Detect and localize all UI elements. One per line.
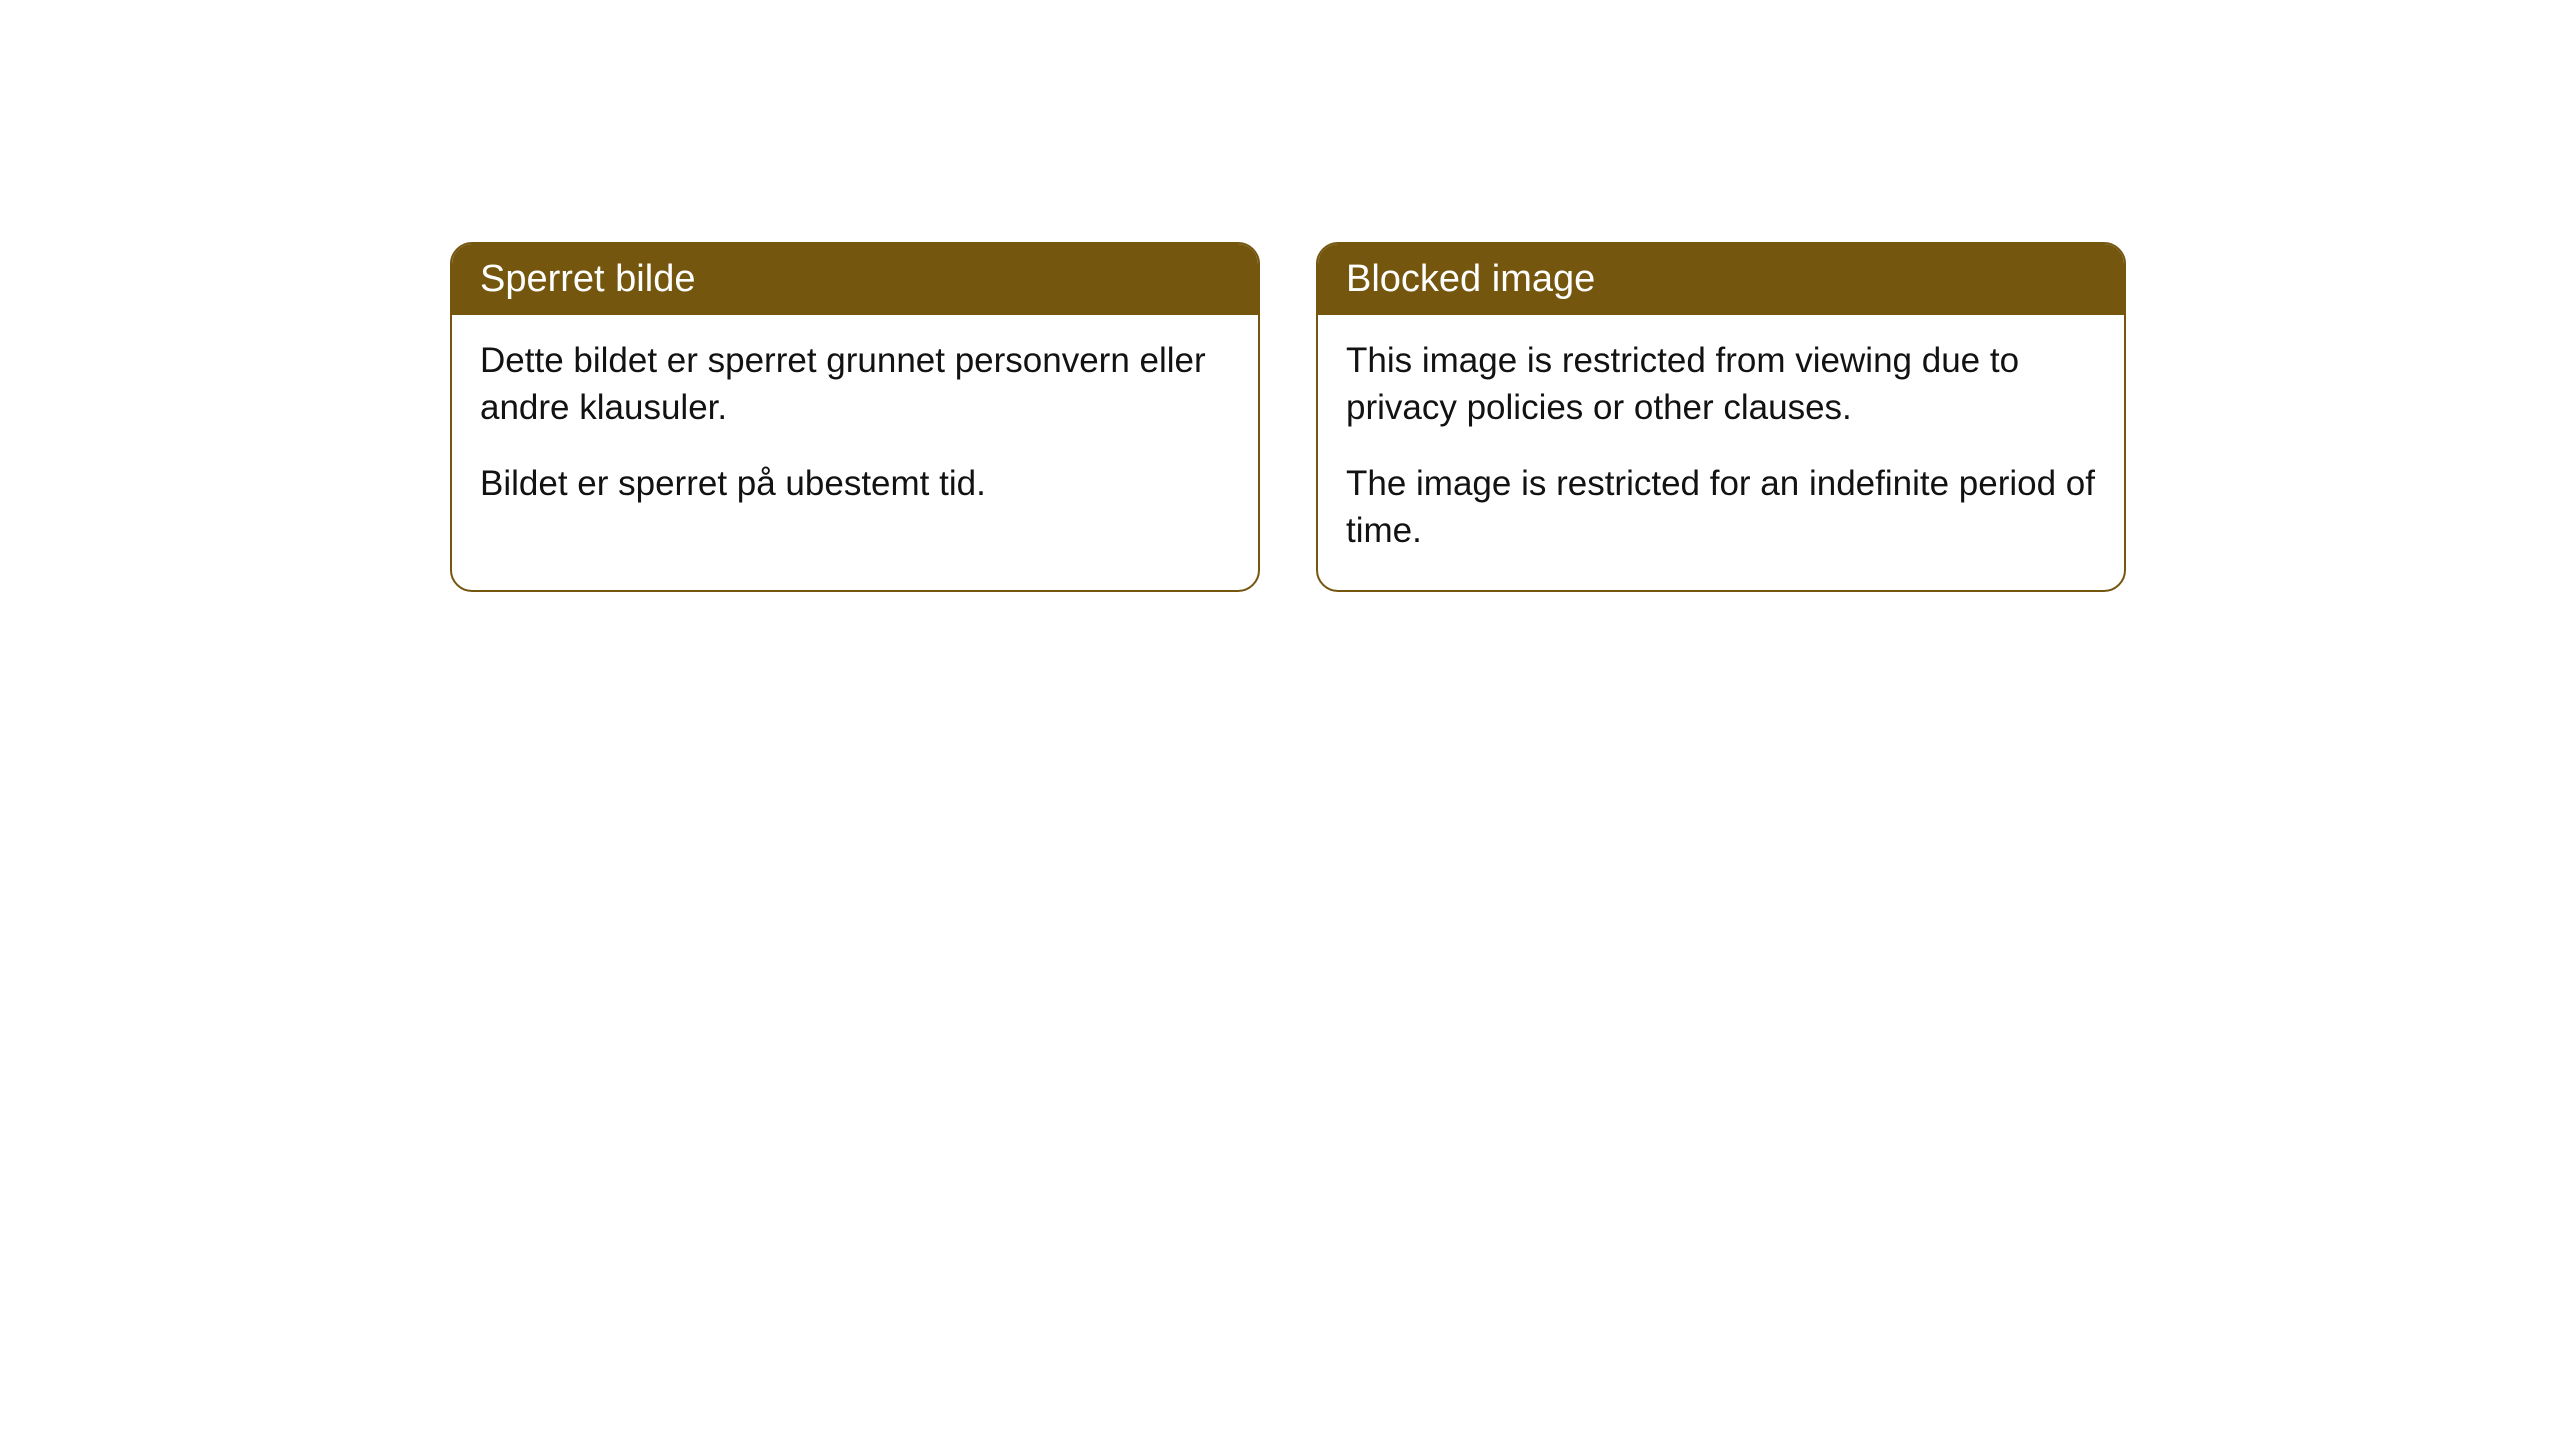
card-header: Sperret bilde: [452, 244, 1258, 315]
card-title: Sperret bilde: [480, 258, 695, 300]
card-body: This image is restricted from viewing du…: [1318, 315, 2124, 590]
card-paragraph: The image is restricted for an indefinit…: [1346, 460, 2096, 555]
card-body: Dette bildet er sperret grunnet personve…: [452, 315, 1258, 543]
notice-cards-container: Sperret bilde Dette bildet er sperret gr…: [450, 242, 2126, 592]
card-paragraph: Dette bildet er sperret grunnet personve…: [480, 337, 1230, 432]
card-header: Blocked image: [1318, 244, 2124, 315]
notice-card-norwegian: Sperret bilde Dette bildet er sperret gr…: [450, 242, 1260, 592]
card-paragraph: Bildet er sperret på ubestemt tid.: [480, 460, 1230, 507]
card-title: Blocked image: [1346, 258, 1595, 300]
card-paragraph: This image is restricted from viewing du…: [1346, 337, 2096, 432]
notice-card-english: Blocked image This image is restricted f…: [1316, 242, 2126, 592]
